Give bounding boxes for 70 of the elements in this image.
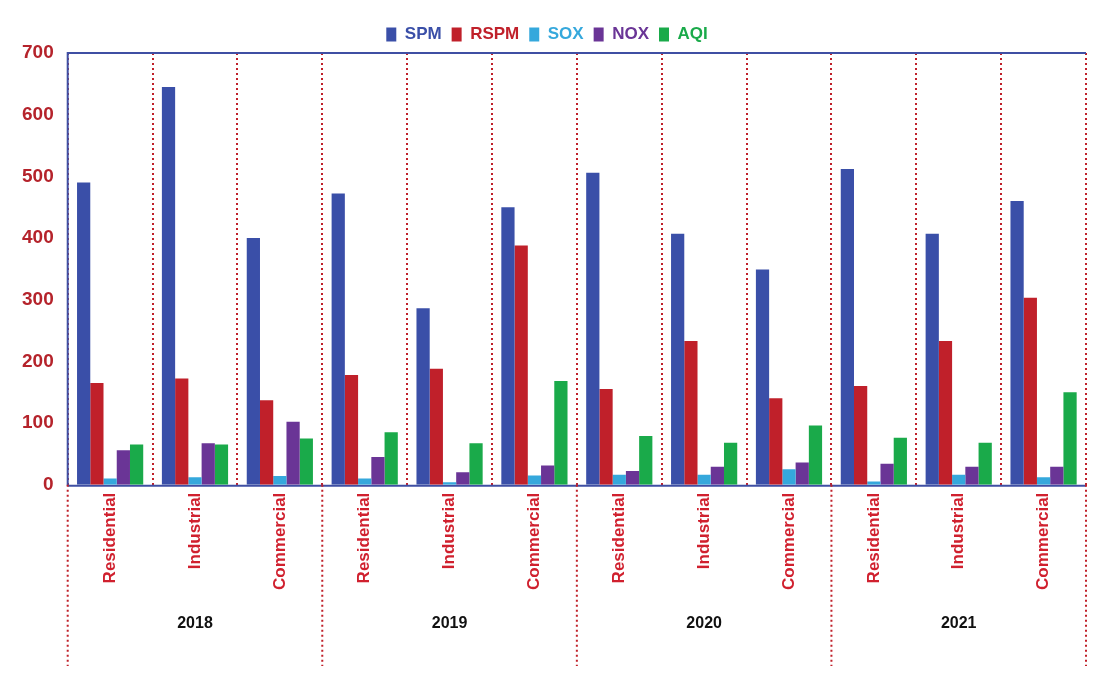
text: 2019 — [431, 614, 468, 631]
bar — [344, 374, 359, 485]
y-tick-label: 400 — [22, 226, 54, 248]
bar — [938, 340, 953, 485]
bar — [1036, 477, 1051, 485]
bar — [554, 381, 568, 485]
bar — [201, 443, 215, 485]
y-tick-label: 500 — [22, 164, 54, 186]
x-tick-label: Commercial — [269, 492, 289, 591]
x-tick-label: Commercial — [1033, 492, 1053, 591]
text: 2020 — [686, 614, 723, 631]
y-tick-label: 200 — [22, 349, 54, 371]
x-tick-label: Commercial — [524, 492, 544, 591]
x-tick-label: Residential — [863, 492, 883, 584]
bar — [175, 378, 189, 485]
bar — [1050, 466, 1064, 485]
x-tick-label: Residential — [354, 492, 374, 584]
bar — [1023, 297, 1037, 485]
bar — [384, 432, 398, 485]
bar — [188, 477, 202, 485]
x-tick-label: Commercial — [778, 492, 798, 591]
bar — [90, 382, 104, 485]
bar — [429, 368, 443, 485]
x-tick-label: Industrial — [693, 492, 713, 570]
bar — [893, 437, 907, 485]
bar — [527, 475, 542, 485]
legend-label: AQI — [677, 24, 708, 44]
y-tick-label: 700 — [22, 41, 54, 63]
y-tick-label: 100 — [22, 411, 54, 433]
bar — [371, 456, 385, 485]
y-tick-label: 0 — [43, 472, 54, 494]
bar — [710, 466, 724, 485]
bar — [854, 386, 868, 485]
bar — [965, 466, 979, 485]
bar — [259, 400, 274, 485]
bar — [769, 398, 783, 485]
bar — [116, 450, 130, 485]
legend-label: NOX — [612, 24, 650, 44]
x-tick-label: Industrial — [948, 492, 968, 570]
bar — [639, 435, 653, 485]
bar — [456, 472, 470, 485]
x-tick-label: Residential — [608, 492, 628, 584]
bar — [214, 444, 229, 485]
bar — [795, 462, 809, 485]
bar — [514, 245, 528, 485]
text: 2018 — [177, 614, 213, 631]
bar — [978, 442, 992, 485]
bar — [808, 425, 823, 485]
x-tick-label: Residential — [99, 492, 119, 584]
bar — [782, 469, 796, 485]
y-tick-label: 600 — [22, 102, 54, 124]
bar — [625, 471, 640, 485]
bar — [724, 442, 738, 485]
bar — [684, 340, 698, 485]
bar — [469, 443, 483, 485]
bar — [541, 465, 555, 485]
bar — [129, 444, 144, 485]
text: 2021 — [940, 614, 977, 631]
legend-label: SPM — [404, 24, 442, 44]
bar — [599, 389, 613, 485]
bar — [880, 463, 894, 485]
bar — [273, 476, 287, 485]
y-tick-label: 300 — [22, 287, 54, 309]
bar — [299, 438, 313, 485]
legend-label: SOX — [547, 24, 585, 44]
legend-label: RSPM — [470, 24, 520, 44]
bar — [286, 421, 300, 485]
bar — [1063, 392, 1077, 485]
x-tick-label: Industrial — [184, 492, 204, 570]
x-tick-label: Industrial — [439, 492, 459, 570]
